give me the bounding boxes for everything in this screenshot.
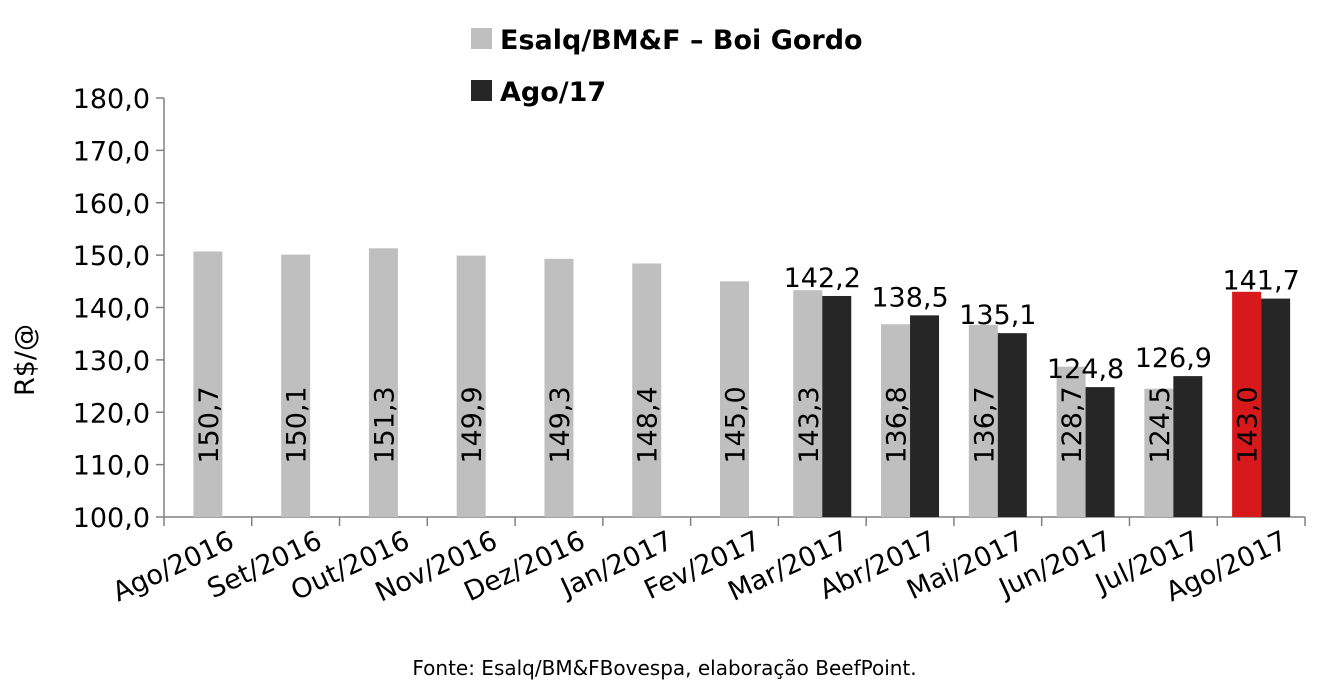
legend-label: Esalq/BM&F – Boi Gordo xyxy=(500,25,863,56)
bar-esalq xyxy=(720,281,749,517)
bar-value-label: 124,5 xyxy=(1145,386,1176,463)
bar-ago17 xyxy=(1085,387,1115,517)
bar-ago17 xyxy=(1261,298,1291,517)
legend-swatch xyxy=(471,80,492,101)
bar-value-label: 136,8 xyxy=(882,386,913,463)
bar-value-label: 124,8 xyxy=(1047,354,1124,385)
bar-value-label: 148,4 xyxy=(633,386,664,463)
bar-value-label: 136,7 xyxy=(969,386,1000,463)
y-tick-label: 140,0 xyxy=(73,294,150,325)
bar-esalq xyxy=(793,290,823,517)
bar-value-label: 128,7 xyxy=(1057,386,1088,463)
bar-esalq xyxy=(544,258,574,517)
bar-value-label: 143,0 xyxy=(1233,386,1264,463)
y-axis-title: R$/@ xyxy=(10,324,41,396)
bar-esalq xyxy=(968,324,998,517)
bar-esalq xyxy=(1056,366,1086,517)
bar-esalq xyxy=(1232,291,1262,517)
bar-esalq xyxy=(368,248,398,517)
bar-esalq xyxy=(881,324,911,517)
legend-label: Ago/17 xyxy=(500,77,606,108)
legend-swatch xyxy=(471,28,492,49)
y-tick-label: 160,0 xyxy=(73,189,150,220)
bar-value-label: 151,3 xyxy=(369,386,400,463)
bar-value-label: 138,5 xyxy=(871,282,948,313)
bar-value-label: 145,0 xyxy=(721,386,752,463)
bar-ago17 xyxy=(997,333,1027,517)
bar-value-label: 135,1 xyxy=(959,300,1036,331)
bar-esalq xyxy=(456,255,486,517)
y-tick-label: 110,0 xyxy=(73,451,150,482)
bar-value-label: 149,9 xyxy=(457,386,488,463)
bars xyxy=(193,248,1291,518)
bar-value-label: 150,1 xyxy=(282,386,313,463)
bar-ago17 xyxy=(1173,376,1203,517)
y-tick-label: 150,0 xyxy=(73,241,150,272)
bar-value-label: 141,7 xyxy=(1222,266,1299,297)
y-axis: 100,0 110,0 120,0 130,0 140,0 150,0 160,0 170,0… xyxy=(73,84,165,534)
x-axis: Ago/2016Set/2016Out/2016Nov/2016Dez/2016… xyxy=(108,516,1306,609)
bar-ago17 xyxy=(822,295,852,517)
y-tick-label: 120,0 xyxy=(73,398,150,429)
bar-value-label: 143,3 xyxy=(794,386,825,463)
y-tick-label: 130,0 xyxy=(73,346,150,377)
bar-esalq xyxy=(281,254,311,517)
data-labels: 150,7 150,1 151,3 149,9 149,3 148,4 145,0 143,3… xyxy=(194,263,1300,464)
y-tick-label: 100,0 xyxy=(73,503,150,534)
bar-value-label: 150,7 xyxy=(194,386,225,463)
legend: Esalq/BM&F – Boi Gordo Ago/17 xyxy=(471,25,863,108)
bar-ago17 xyxy=(910,315,940,517)
bar-esalq xyxy=(1144,388,1174,517)
y-tick-label: 180,0 xyxy=(73,84,150,115)
y-tick-label: 170,0 xyxy=(73,136,150,167)
bar-value-label: 149,3 xyxy=(545,386,576,463)
bar-esalq xyxy=(193,251,223,518)
bar-value-label: 142,2 xyxy=(784,263,861,294)
bar-value-label: 126,9 xyxy=(1135,343,1212,374)
bar-esalq xyxy=(632,263,662,517)
source-note: Fonte: Esalq/BM&FBovespa, elaboração Bee… xyxy=(412,656,917,680)
